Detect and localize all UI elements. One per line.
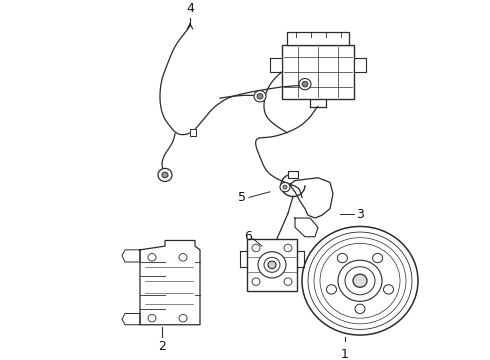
Circle shape	[280, 183, 290, 192]
Polygon shape	[288, 171, 298, 178]
Circle shape	[283, 185, 287, 189]
Circle shape	[257, 94, 263, 99]
Circle shape	[258, 252, 286, 278]
Circle shape	[299, 78, 311, 90]
Polygon shape	[290, 178, 333, 218]
Text: 5: 5	[238, 191, 246, 204]
Circle shape	[320, 243, 400, 318]
Circle shape	[158, 168, 172, 181]
Circle shape	[284, 278, 292, 285]
Polygon shape	[295, 218, 318, 237]
Circle shape	[372, 253, 383, 263]
Bar	[282, 45, 354, 99]
Circle shape	[302, 226, 418, 335]
FancyBboxPatch shape	[247, 239, 297, 291]
Circle shape	[264, 257, 280, 272]
Circle shape	[384, 285, 393, 294]
Circle shape	[308, 232, 412, 329]
Text: 1: 1	[341, 348, 349, 360]
Polygon shape	[122, 250, 140, 262]
Circle shape	[355, 304, 365, 314]
Circle shape	[314, 238, 406, 324]
Circle shape	[326, 285, 337, 294]
Circle shape	[353, 274, 367, 287]
Circle shape	[162, 172, 168, 178]
Circle shape	[252, 278, 260, 285]
Text: 6: 6	[244, 230, 252, 243]
Polygon shape	[270, 58, 282, 72]
Circle shape	[254, 91, 266, 102]
Text: 2: 2	[158, 340, 166, 353]
Text: 3: 3	[356, 208, 364, 221]
Polygon shape	[122, 314, 140, 325]
Circle shape	[345, 267, 375, 295]
Circle shape	[338, 253, 347, 263]
Bar	[287, 32, 349, 45]
Circle shape	[179, 253, 187, 261]
Polygon shape	[140, 240, 200, 325]
Polygon shape	[354, 58, 366, 72]
Polygon shape	[190, 129, 196, 136]
Circle shape	[338, 260, 382, 301]
Text: 4: 4	[186, 2, 194, 15]
Circle shape	[148, 253, 156, 261]
Circle shape	[268, 261, 276, 269]
Circle shape	[252, 244, 260, 252]
Circle shape	[179, 314, 187, 322]
Circle shape	[284, 244, 292, 252]
Circle shape	[302, 81, 308, 87]
Circle shape	[148, 314, 156, 322]
